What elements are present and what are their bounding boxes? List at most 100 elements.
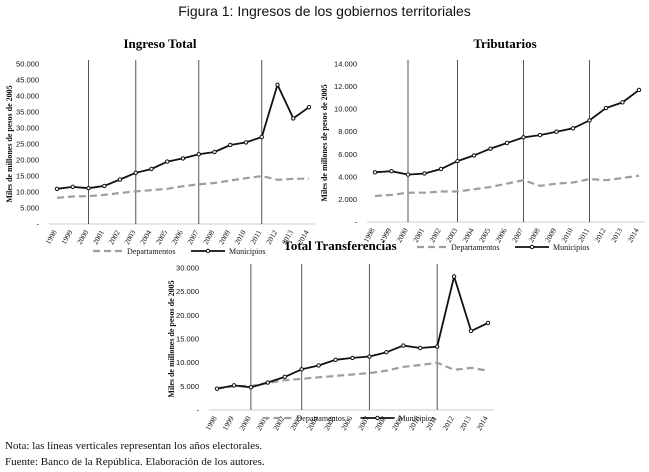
data-point-municipios [133,170,138,176]
x-tick-label: 2012 [592,226,607,244]
data-point-municipios [316,363,321,368]
x-tick-label: 1999 [59,228,74,246]
data-point-municipios [102,183,107,189]
data-point-municipios [165,159,170,164]
data-point-municipios [275,82,280,87]
x-tick-label: 2000 [237,414,252,432]
x-tick-label: 2003 [122,228,137,246]
series-line-municipios [374,89,640,176]
figure-title: Figura 1: Ingresos de los gobiernos terr… [178,3,471,19]
y-tick-label: - [197,406,200,415]
y-tick-label: 30.000 [16,124,39,133]
x-tick-label: 2010 [559,226,574,244]
chart-title: Total Transferencias [283,238,396,253]
y-tick-label: 20.000 [16,156,39,165]
x-tick-label: 2000 [75,228,90,246]
data-point-municipios [86,185,91,191]
x-tick-label: 2014 [625,226,640,244]
y-tick-label: 35.000 [16,108,39,117]
data-point-municipios [259,134,264,140]
data-point-municipios [636,87,642,93]
data-point-municipios [504,140,510,146]
data-point-municipios [468,328,474,334]
data-point-municipios [389,169,394,174]
series-line-municipios [56,82,310,190]
y-tick-label: 4.000 [338,172,357,181]
data-point-municipios [372,170,378,175]
legend-label-municipios: Municipios [229,247,265,256]
legend-label-municipios: Municipios [553,243,589,252]
data-point-municipios [537,132,543,138]
data-point-municipios [214,386,220,391]
y-tick-label: - [37,220,40,229]
y-tick-label: 10.000 [176,358,199,367]
data-point-municipios [451,274,457,279]
data-point-municipios [434,344,440,349]
y-tick-label: 2.000 [338,195,357,204]
legend-marker-municipios [529,244,535,250]
x-tick-label: 2008 [373,414,388,432]
data-point-municipios [228,142,233,148]
y-axis-label: Miles de millones de pesos de 2005 [5,85,14,202]
x-tick-label: 2009 [543,226,558,244]
y-tick-label: 14.000 [334,60,357,69]
y-tick-label: 50.000 [16,60,39,69]
legend-label-departamentos: Departamentos [297,414,345,423]
chart-total-transferencias: Total Transferencias Miles de millones de… [167,238,494,432]
x-tick-label: 2002 [106,228,121,246]
data-point-municipios [306,105,312,110]
data-point-municipios [265,380,271,385]
data-point-municipios [570,126,576,131]
x-tick-label: 1998 [43,228,58,246]
x-tick-label: 1998 [203,414,218,432]
y-tick-label: 10.000 [334,105,357,114]
chart-note: Nota: las líneas verticales representan … [5,440,263,452]
legend-marker-municipios [205,248,211,254]
data-point-municipios [401,343,406,348]
data-point-municipios [603,105,609,111]
y-tick-label: 10.000 [16,188,39,197]
series-line-departamentos [56,174,310,199]
data-point-municipios [384,350,389,355]
legend-label-departamentos: Departamentos [127,247,175,256]
x-tick-label: 2011 [576,226,591,243]
legend-label-municipios: Municipios [399,414,435,423]
data-point-municipios [149,166,154,172]
data-point-municipios [248,385,254,390]
data-point-municipios [485,320,491,326]
data-point-municipios [333,357,338,363]
data-point-municipios [471,153,477,158]
x-tick-label: 2008 [526,226,541,244]
chart-tributarios: Tributarios Miles de millones de pesos de… [320,36,645,252]
x-tick-label: 2013 [458,414,473,432]
y-axis-label: Miles de millones de pesos de 2005 [167,280,176,397]
data-point-municipios [438,166,444,172]
data-point-municipios [180,156,186,161]
legend-label-departamentos: Departamentos [451,243,499,252]
data-point-municipios [620,100,625,105]
y-tick-label: 40.000 [16,92,39,101]
x-tick-label: 2007 [356,414,371,432]
data-point-municipios [350,355,355,361]
data-point-municipios [212,149,217,155]
y-tick-label: - [355,218,358,227]
y-tick-label: 15.000 [16,172,39,181]
data-point-municipios [367,354,372,359]
y-tick-label: 8.000 [338,127,357,136]
data-point-municipios [488,146,493,151]
data-point-municipios [243,140,249,145]
y-tick-label: 6.000 [338,150,357,159]
data-point-municipios [455,158,460,164]
data-point-municipios [521,135,526,140]
data-point-municipios [291,116,296,121]
series-line-municipios [216,273,489,390]
chart-source: Fuente: Banco de la República. Elaboraci… [5,456,265,468]
data-point-municipios [54,186,60,192]
x-tick-label: 2012 [441,414,456,432]
y-tick-label: 25.000 [16,140,39,149]
chart-title: Ingreso Total [123,36,196,51]
data-point-municipios [422,171,427,176]
y-tick-label: 5.000 [180,382,199,391]
data-point-municipios [405,172,411,177]
y-tick-label: 30.000 [176,264,199,273]
